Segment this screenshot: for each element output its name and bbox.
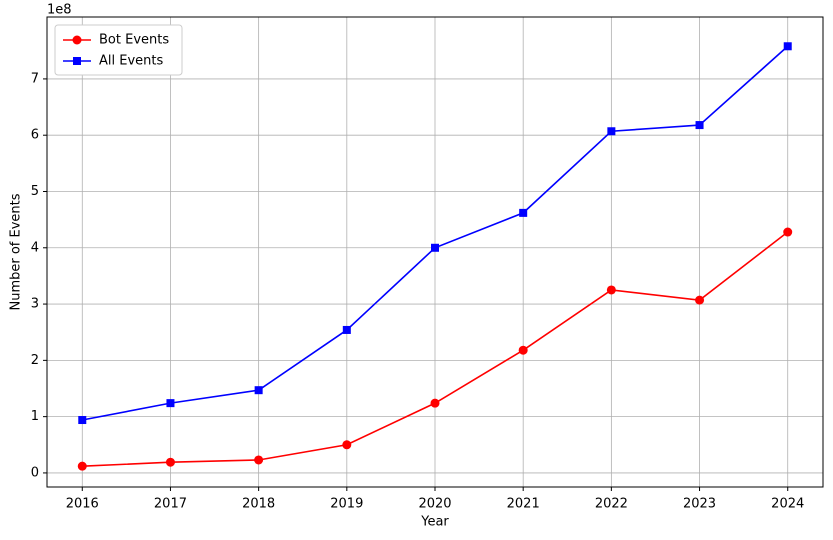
x-tick-label: 2017 — [154, 497, 187, 512]
y-tick-label: 1 — [31, 409, 39, 424]
y-axis-label: Number of Events — [9, 193, 24, 310]
marker — [78, 416, 87, 425]
marker — [695, 295, 705, 305]
y-tick-label: 6 — [31, 128, 39, 143]
marker — [166, 399, 175, 408]
legend-marker — [72, 35, 82, 45]
marker — [519, 208, 528, 217]
x-tick-label: 2018 — [242, 497, 275, 512]
marker — [254, 386, 263, 395]
x-tick-label: 2023 — [683, 497, 716, 512]
marker — [431, 243, 439, 252]
y-tick-label: 7 — [31, 71, 39, 86]
y-tick-label: 5 — [31, 184, 39, 199]
legend-label: All Events — [99, 54, 163, 69]
y-offset-label: 1e8 — [47, 3, 72, 18]
marker — [783, 227, 793, 237]
x-axis-label: Year — [420, 515, 449, 530]
y-tick-label: 3 — [31, 297, 39, 312]
marker — [430, 398, 440, 408]
marker — [342, 325, 351, 334]
x-tick-label: 2022 — [595, 497, 628, 512]
x-tick-label: 2024 — [771, 497, 804, 512]
legend-marker — [73, 57, 81, 65]
marker — [518, 345, 528, 355]
y-tick-label: 2 — [31, 353, 39, 368]
marker — [695, 121, 704, 130]
marker — [783, 42, 792, 51]
y-tick-label: 0 — [31, 465, 39, 480]
x-tick-label: 2019 — [330, 497, 363, 512]
marker — [77, 461, 87, 471]
legend-label: Bot Events — [99, 33, 169, 48]
y-tick-label: 4 — [31, 240, 39, 255]
legend-box — [54, 24, 183, 76]
marker — [342, 440, 352, 450]
marker — [606, 285, 616, 295]
x-tick-label: 2021 — [507, 497, 540, 512]
x-tick-label: 2016 — [66, 497, 99, 512]
plot-frame — [46, 16, 824, 488]
marker — [607, 127, 616, 136]
marker — [165, 457, 175, 467]
marker — [254, 455, 264, 465]
x-tick-label: 2020 — [418, 497, 451, 512]
